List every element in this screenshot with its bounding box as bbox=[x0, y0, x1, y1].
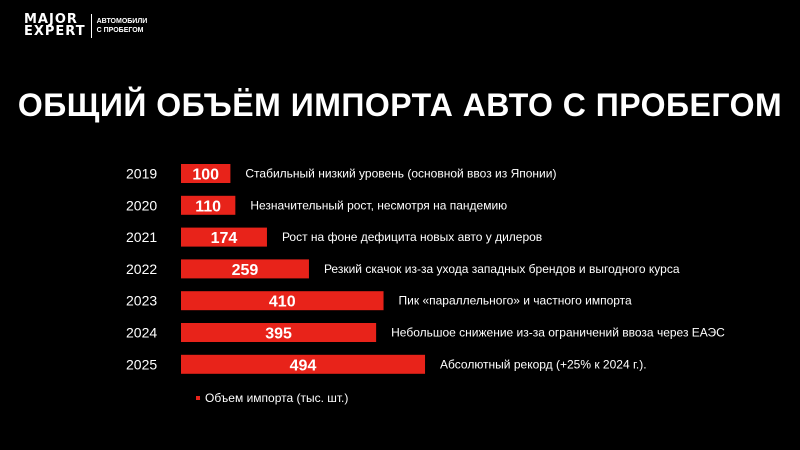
legend-swatch bbox=[196, 396, 200, 400]
year-label: 2024 bbox=[126, 325, 157, 341]
logo-sub1: АВТОМОБИЛИ bbox=[96, 18, 148, 25]
data-label: 110 bbox=[195, 198, 221, 215]
year-label: 2020 bbox=[126, 197, 157, 213]
annotation: Небольшое снижение из-за ограничений вво… bbox=[391, 326, 725, 340]
year-label: 2025 bbox=[126, 356, 157, 372]
logo-line1: MAJOR bbox=[24, 12, 78, 27]
bar bbox=[181, 323, 377, 342]
year-label: 2023 bbox=[126, 293, 157, 309]
logo-sub2: С ПРОБЕГОМ bbox=[96, 27, 144, 34]
annotation: Рост на фоне дефицита новых авто у дилер… bbox=[282, 230, 542, 244]
year-label: 2022 bbox=[126, 261, 157, 277]
annotation: Незначительный рост, несмотря на пандеми… bbox=[250, 198, 507, 212]
year-label: 2021 bbox=[126, 229, 157, 245]
bar bbox=[181, 195, 236, 215]
bar bbox=[181, 164, 231, 183]
annotation: Пик «параллельного» и частного импорта bbox=[399, 294, 633, 308]
data-label: 395 bbox=[265, 326, 292, 343]
annotation: Абсолютный рекорд (+25% к 2024 г.). bbox=[440, 357, 647, 371]
logo-line2: EXPERT bbox=[24, 24, 86, 39]
annotation: Резкий скачок из-за ухода западных бренд… bbox=[324, 262, 680, 276]
bar bbox=[181, 227, 267, 247]
annotation: Стабильный низкий уровень (основной ввоз… bbox=[245, 167, 556, 181]
bar bbox=[181, 259, 309, 279]
chart-title: ОБЩИЙ ОБЪЁМ ИМПОРТА АВТО С ПРОБЕГОМ bbox=[17, 87, 783, 123]
bar bbox=[181, 354, 426, 374]
data-label: 259 bbox=[232, 262, 259, 279]
legend: Объем импорта (тыс. шт.) bbox=[196, 391, 348, 405]
bar bbox=[181, 291, 384, 311]
data-label: 100 bbox=[192, 167, 219, 184]
logo: MAJOR EXPERT АВТОМОБИЛИ С ПРОБЕГОМ bbox=[24, 12, 148, 39]
year-label: 2019 bbox=[126, 166, 157, 182]
data-label: 494 bbox=[290, 357, 317, 374]
data-label: 174 bbox=[211, 230, 238, 247]
data-label: 410 bbox=[269, 294, 296, 311]
legend-label: Объем импорта (тыс. шт.) bbox=[205, 391, 349, 405]
logo-divider bbox=[90, 14, 92, 38]
